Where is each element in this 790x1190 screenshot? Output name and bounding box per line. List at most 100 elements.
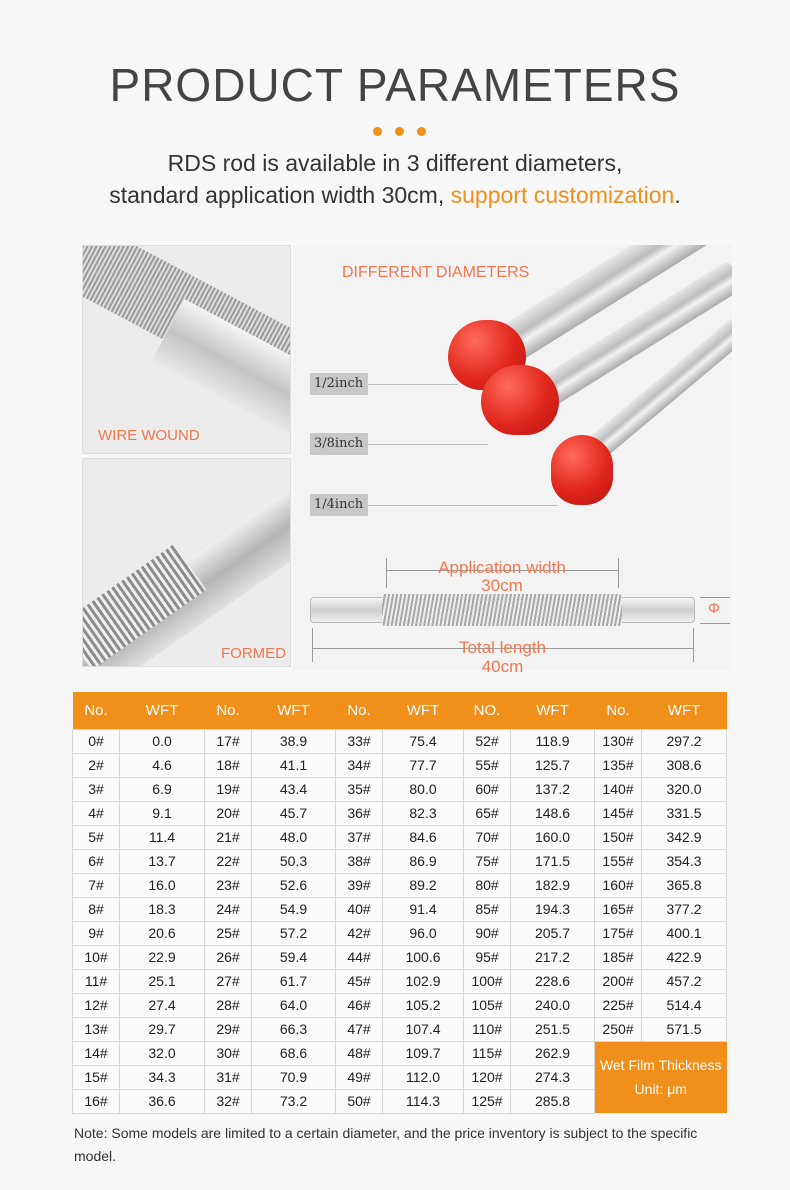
wft-cell: 285.8 xyxy=(510,1088,595,1114)
wft-cell: 0.0 xyxy=(119,728,205,754)
model-number-cell: 5# xyxy=(72,824,120,850)
diameter-symbol: Φ xyxy=(708,600,720,617)
wft-cell: 13.7 xyxy=(119,848,205,874)
model-number-cell: 42# xyxy=(335,920,383,946)
model-number-cell: 125# xyxy=(463,1088,511,1114)
wft-cell: 262.9 xyxy=(510,1040,595,1066)
model-number-cell: 175# xyxy=(594,920,642,946)
table-row: 2# 4.6 18# 41.1 34# 77.7 55# 125.7 135# 308.6 xyxy=(72,752,727,778)
model-number-cell: 40# xyxy=(335,896,383,922)
wft-cell: 32.0 xyxy=(119,1040,205,1066)
unit-line-2: Unit: μm xyxy=(634,1081,687,1098)
wft-cell: 100.6 xyxy=(382,944,464,970)
wft-cell: 45.7 xyxy=(251,800,336,826)
model-number-cell: 48# xyxy=(335,1040,383,1066)
wft-cell: 228.6 xyxy=(510,968,595,994)
subtitle-period: . xyxy=(674,182,681,208)
wft-cell: 91.4 xyxy=(382,896,464,922)
wft-cell: 11.4 xyxy=(119,824,205,850)
wft-cell: 34.3 xyxy=(119,1064,205,1090)
table-row: 14# 32.0 30# 68.6 48# 109.7 115# 262.9 Wet Film … xyxy=(72,1040,727,1113)
model-number-cell: 25# xyxy=(204,920,252,946)
table-row: 7# 16.0 23# 52.6 39# 89.2 80# 182.9 160# 365.8 xyxy=(72,872,727,898)
column-header: No. xyxy=(594,692,642,729)
wft-cell: 240.0 xyxy=(510,992,595,1018)
model-number-cell: 130# xyxy=(594,728,642,754)
wft-cell: 48.0 xyxy=(251,824,336,850)
model-number-cell: 47# xyxy=(335,1016,383,1042)
model-number-cell: 19# xyxy=(204,776,252,802)
wft-cell: 109.7 xyxy=(382,1040,464,1066)
wft-cell: 457.2 xyxy=(641,968,727,994)
formed-image: FORMED xyxy=(82,458,291,667)
model-number-cell: 165# xyxy=(594,896,642,922)
table-row: 11# 25.1 27# 61.7 45# 102.9 100# 228.6 200# 457.2 xyxy=(72,968,727,994)
model-number-cell: 20# xyxy=(204,800,252,826)
model-number-cell: 17# xyxy=(204,728,252,754)
model-number-cell: 250# xyxy=(594,1016,642,1042)
model-number-cell: 29# xyxy=(204,1016,252,1042)
wft-cell: 102.9 xyxy=(382,968,464,994)
model-number-cell: 11# xyxy=(72,968,120,994)
model-number-cell: 200# xyxy=(594,968,642,994)
wft-cell: 182.9 xyxy=(510,872,595,898)
model-number-cell: 75# xyxy=(463,848,511,874)
wft-cell: 61.7 xyxy=(251,968,336,994)
table-row: 6# 13.7 22# 50.3 38# 86.9 75# 171.5 155# 354.3 xyxy=(72,848,727,874)
model-number-cell: 70# xyxy=(463,824,511,850)
column-header: WFT xyxy=(510,692,595,729)
model-number-cell: 21# xyxy=(204,824,252,850)
column-header: WFT xyxy=(382,692,464,729)
wft-cell: 320.0 xyxy=(641,776,727,802)
model-number-cell: 105# xyxy=(463,992,511,1018)
wft-cell: 50.3 xyxy=(251,848,336,874)
wft-cell: 194.3 xyxy=(510,896,595,922)
wft-cell: 70.9 xyxy=(251,1064,336,1090)
column-header: WFT xyxy=(119,692,205,729)
wft-cell: 205.7 xyxy=(510,920,595,946)
model-number-cell: 45# xyxy=(335,968,383,994)
model-number-cell: 145# xyxy=(594,800,642,826)
model-number-cell: 85# xyxy=(463,896,511,922)
formed-caption: FORMED xyxy=(221,645,286,662)
wft-cell: 18.3 xyxy=(119,896,205,922)
wft-cell: 308.6 xyxy=(641,752,727,778)
wft-cell: 89.2 xyxy=(382,872,464,898)
model-number-cell: 23# xyxy=(204,872,252,898)
wft-cell: 16.0 xyxy=(119,872,205,898)
model-number-cell: 27# xyxy=(204,968,252,994)
model-number-cell: 18# xyxy=(204,752,252,778)
model-number-cell: 36# xyxy=(335,800,383,826)
size-label-three-eighths-inch: 3/8inch xyxy=(310,433,368,455)
model-number-cell: 100# xyxy=(463,968,511,994)
table-row: 4# 9.1 20# 45.7 36# 82.3 65# 148.6 145# 331.5 xyxy=(72,800,727,826)
wft-cell: 68.6 xyxy=(251,1040,336,1066)
wft-cell: 422.9 xyxy=(641,944,727,970)
model-number-cell: 38# xyxy=(335,848,383,874)
unit-line-1: Wet Film Thickness xyxy=(599,1057,722,1074)
wft-cell: 43.4 xyxy=(251,776,336,802)
wft-cell: 29.7 xyxy=(119,1016,205,1042)
wft-cell: 4.6 xyxy=(119,752,205,778)
model-number-cell: 31# xyxy=(204,1064,252,1090)
footnote: Note: Some models are limited to a certa… xyxy=(74,1125,698,1164)
wft-cell: 9.1 xyxy=(119,800,205,826)
wft-cell: 59.4 xyxy=(251,944,336,970)
application-width-label: Application width 30cm xyxy=(438,558,566,595)
wft-cell: 331.5 xyxy=(641,800,727,826)
subtitle-text: standard application width 30cm, xyxy=(109,182,451,208)
size-label-quarter-inch: 1/4inch xyxy=(310,494,368,516)
model-number-cell: 135# xyxy=(594,752,642,778)
decorative-dots xyxy=(373,127,426,136)
table-header-row: No. WFT No. WFT No. WFT NO. WFT No. WFT xyxy=(72,692,727,729)
table-row: 3# 6.9 19# 43.4 35# 80.0 60# 137.2 140# 320.0 xyxy=(72,776,727,802)
wft-cell: 96.0 xyxy=(382,920,464,946)
model-number-cell: 33# xyxy=(335,728,383,754)
wft-cell: 114.3 xyxy=(382,1088,464,1114)
model-number-cell: 12# xyxy=(72,992,120,1018)
wft-cell: 20.6 xyxy=(119,920,205,946)
total-length-label: Total length 40cm xyxy=(459,638,546,676)
column-header: WFT xyxy=(641,692,727,729)
wft-cell: 105.2 xyxy=(382,992,464,1018)
wft-cell: 571.5 xyxy=(641,1016,727,1042)
